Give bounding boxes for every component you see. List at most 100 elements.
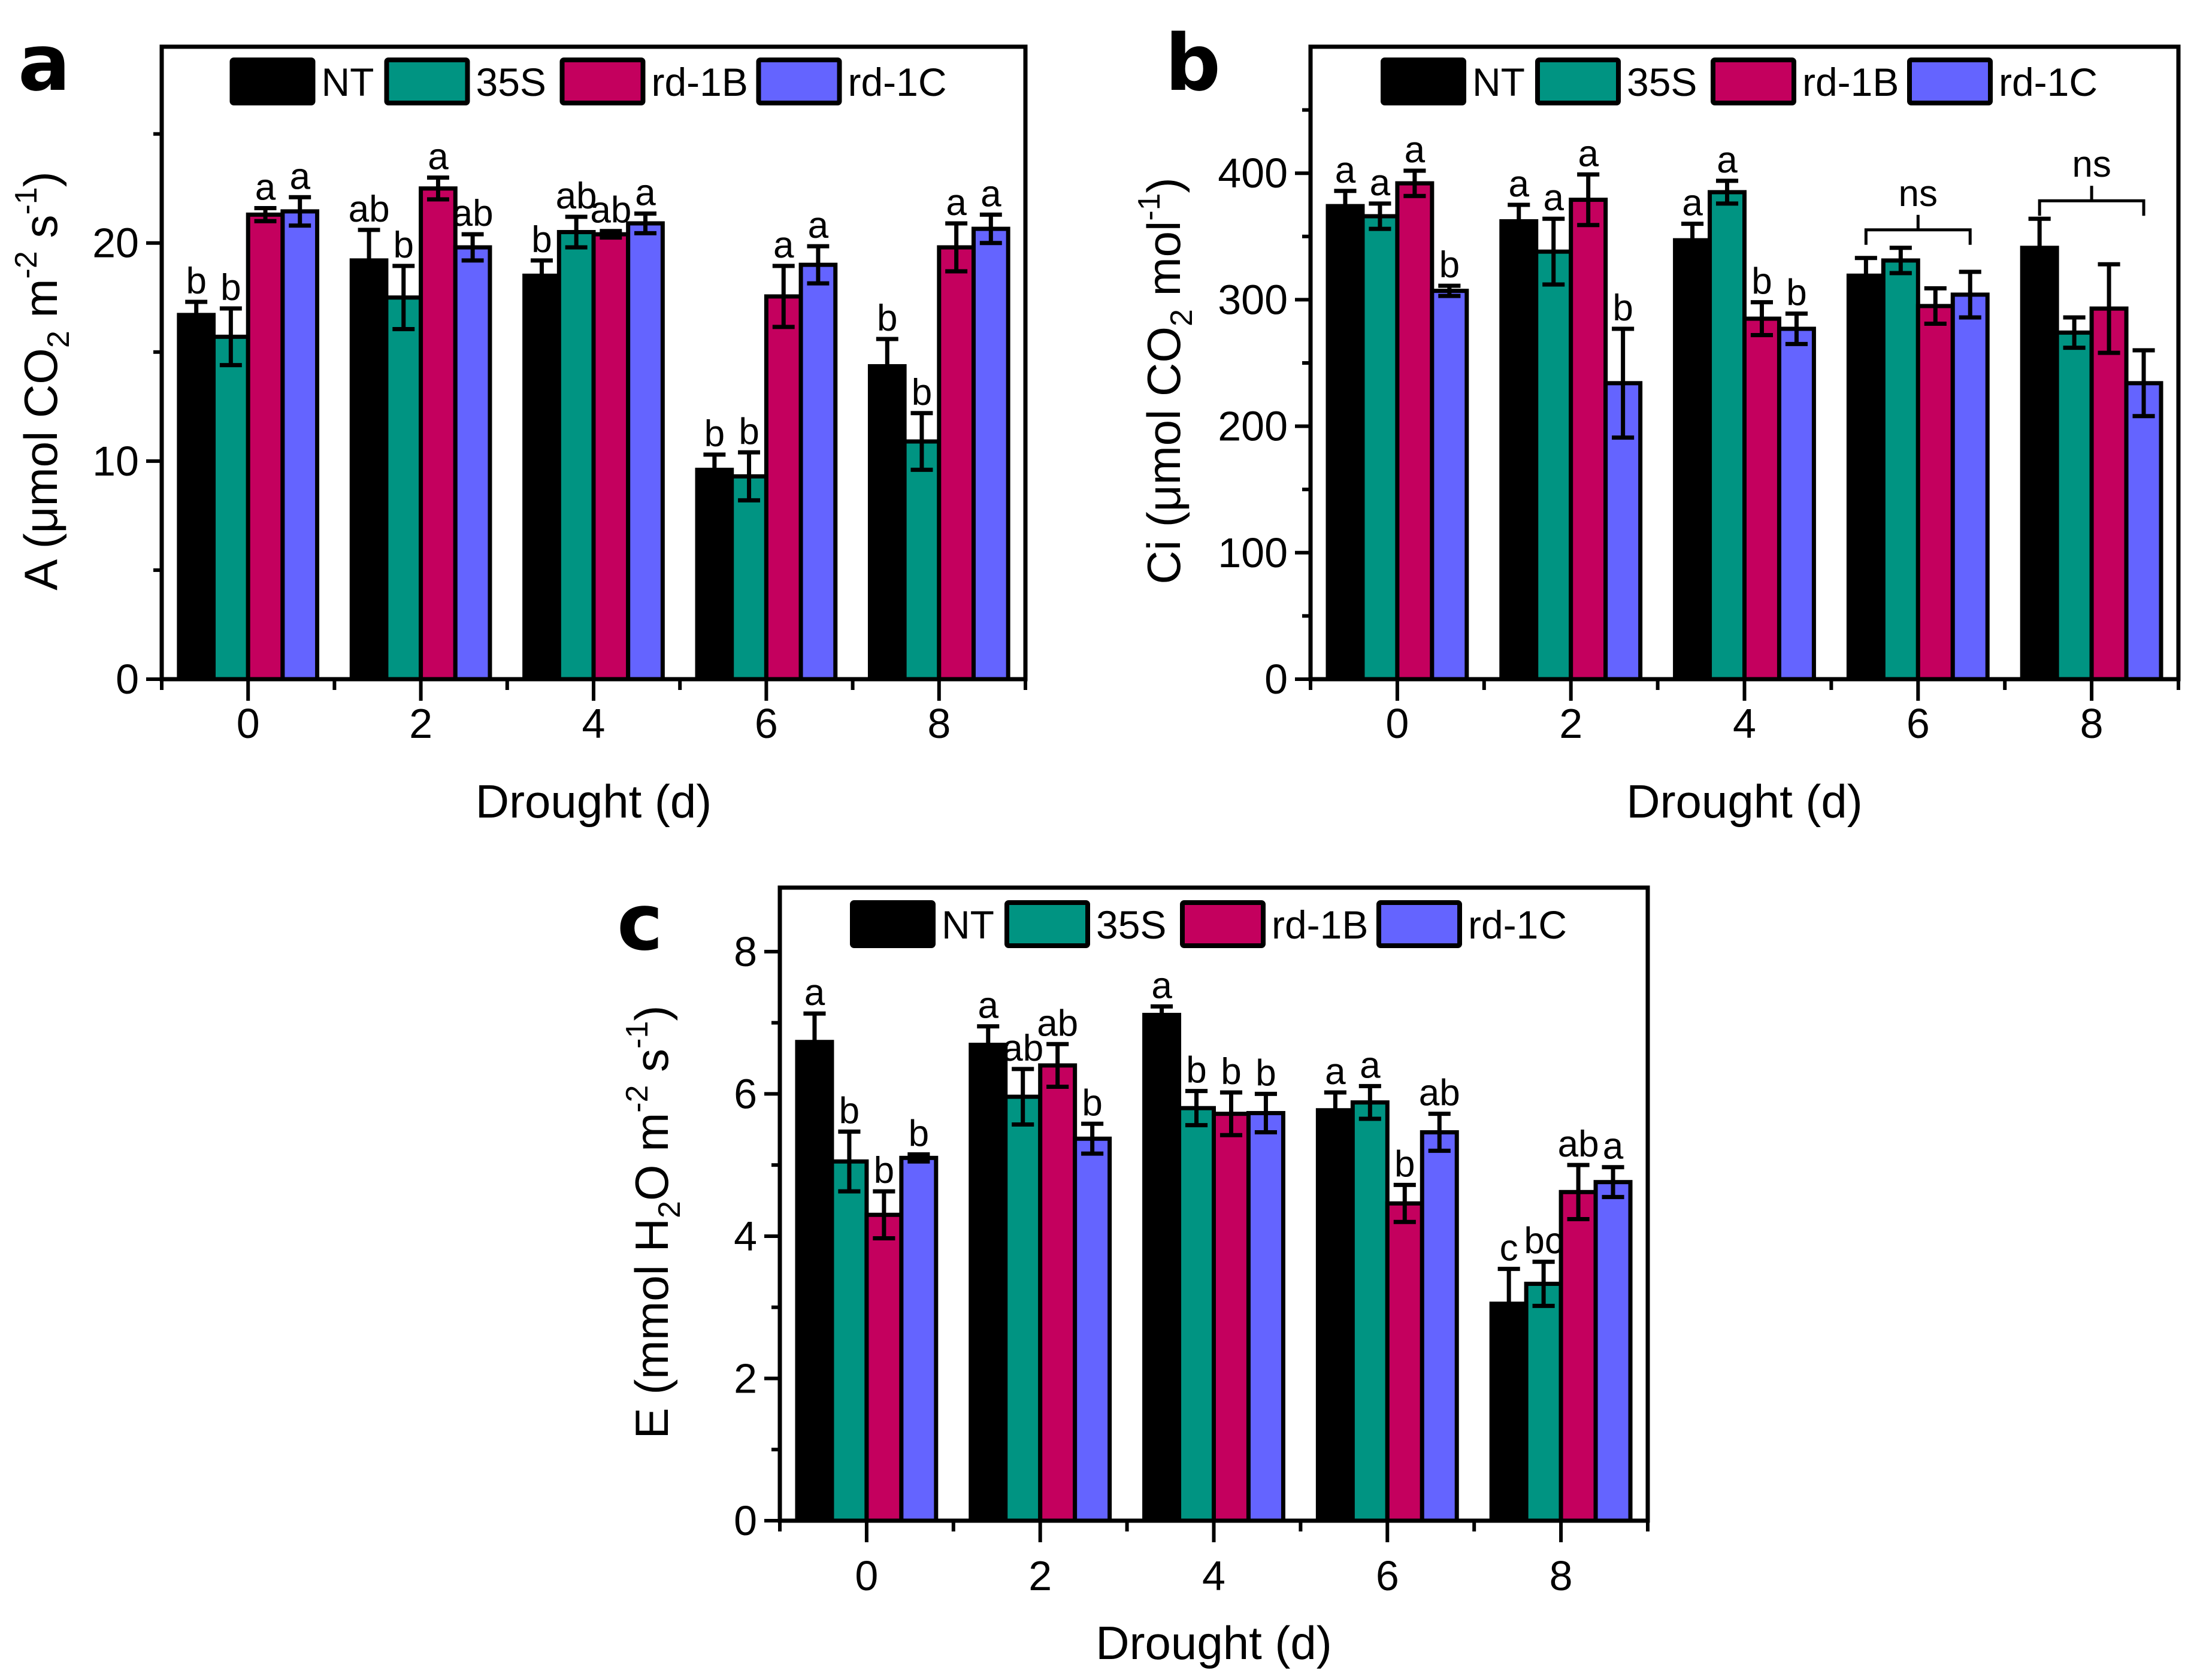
y-tick-label: 8 [734,928,757,975]
significance-letter: a [255,167,276,208]
error-bar [1854,256,1877,296]
y-axis-label-part: s [625,1049,678,1085]
error-bar [1324,1090,1346,1130]
y-tick-label: 0 [734,1497,757,1544]
y-axis-label-part: ) [14,171,67,187]
bar-rd-1c-day-4 [1777,326,1816,682]
x-axis-label: Drought (d) [1096,1617,1332,1669]
significance-letter: a [808,205,829,246]
y-tick-label: 300 [1218,276,1288,323]
bar-rd-1b-day-6 [1915,304,1955,682]
error-bar [945,221,968,274]
error-bar [1959,270,1981,320]
y-axis-label-part: 2 [652,1201,687,1218]
y-tick-label: 0 [116,656,139,703]
bar-nt-day-0 [795,1040,834,1523]
significance-letter: a [1151,965,1172,1006]
error-bar [1403,168,1426,198]
bar-35s-day-4 [1177,1106,1216,1523]
legend-item-rd-1c: rd-1C [1376,900,1567,948]
legend-label: rd-1B [1802,60,1899,104]
significance-letter: a [1717,140,1738,181]
legend-swatch [850,900,936,948]
legend-item-35s: 35S [1004,900,1166,948]
y-tick-label: 6 [734,1070,757,1117]
bar-35s-day-8 [1524,1282,1563,1523]
error-bar [979,212,1002,246]
significance-letter: a [981,173,1001,214]
bar-nt-day-0 [1326,204,1365,682]
error-bar [1602,1165,1624,1200]
bar-35s-day-2 [1534,249,1573,682]
y-axis-label: Ci (μmol CO2 mol-1) [1132,177,1199,584]
error-bar [392,264,415,332]
y-axis-label-part: ) [1137,177,1190,193]
error-bar [1254,1091,1277,1135]
bar-rd-1b-day-0 [1395,181,1435,682]
legend-label: rd-1B [652,60,748,104]
y-tick-label: 100 [1218,529,1288,576]
significance-letter: a [1603,1126,1624,1167]
significance-letter: b [1439,244,1460,286]
significance-letter: a [804,972,825,1013]
bar-rd-1c-day-0 [280,209,320,682]
ns-bracket: ns [2038,144,2145,216]
bar-nt-day-2 [1499,219,1539,682]
y-tick-label: 10 [92,438,139,485]
y-axis-label-part: 2 [1164,309,1199,326]
error-bar [1393,1182,1416,1224]
y-axis-label-part: A (μmol CO [14,348,67,591]
panel-letter: a [18,17,71,108]
significance-letter: a [428,136,449,177]
x-tick-label: 8 [1550,1552,1573,1599]
bar-rd-1b-day-2 [1038,1063,1078,1523]
legend: NT 35S rd-1B rd-1C [1381,57,2098,105]
bar-rd-1b-day-8 [2089,306,2129,682]
significance-letter: b [394,225,414,266]
error-bar [531,258,553,293]
bar-nt-day-6 [1315,1108,1355,1523]
significance-letter: ab [1558,1124,1599,1165]
y-tick-label: 20 [92,220,139,267]
bar-rd-1c-day-2 [453,245,492,682]
bar-rd-1b-day-8 [937,245,976,682]
error-bar [1577,172,1600,228]
bar-rd-1c-day-6 [1420,1130,1459,1523]
legend-label: rd-1C [848,60,947,104]
bar-rd-1c-day-8 [1593,1180,1633,1523]
error-bar [1369,201,1391,231]
bar-nt-day-6 [695,467,734,682]
x-tick-label: 2 [1559,700,1582,747]
significance-letter: a [1370,162,1391,204]
y-tick-label: 200 [1218,403,1288,450]
bar-nt-day-8 [867,364,907,682]
error-bar [873,1189,895,1241]
error-bar [1334,189,1357,223]
legend-label: 35S [1096,903,1166,947]
bar-nt-day-4 [1142,1013,1182,1523]
error-bar [219,306,242,368]
y-tick-label: 0 [1264,656,1288,703]
bar-35s-day-4 [556,230,596,682]
significance-letter: b [1082,1082,1102,1124]
significance-letter: a [978,985,999,1027]
error-bar [876,337,898,396]
bar-rd-1c-day-4 [626,221,665,682]
x-tick-label: 2 [1028,1552,1052,1599]
y-tick-label: 2 [734,1355,757,1401]
y-axis: 0 100 200 300 400 [1218,108,1311,703]
significance-letter: a [1509,164,1530,205]
legend-label: rd-1C [1999,60,2098,104]
error-bar [838,1129,861,1194]
bar-rd-1b-day-6 [764,294,803,682]
error-bar [1497,1267,1520,1341]
legend-swatch [229,57,316,105]
bar-35s-day-8 [902,439,942,682]
x-tick-label: 4 [1202,1552,1225,1599]
significance-letter: b [1612,287,1633,329]
bar-35s-day-2 [384,295,423,682]
significance-letter: a [289,156,310,197]
